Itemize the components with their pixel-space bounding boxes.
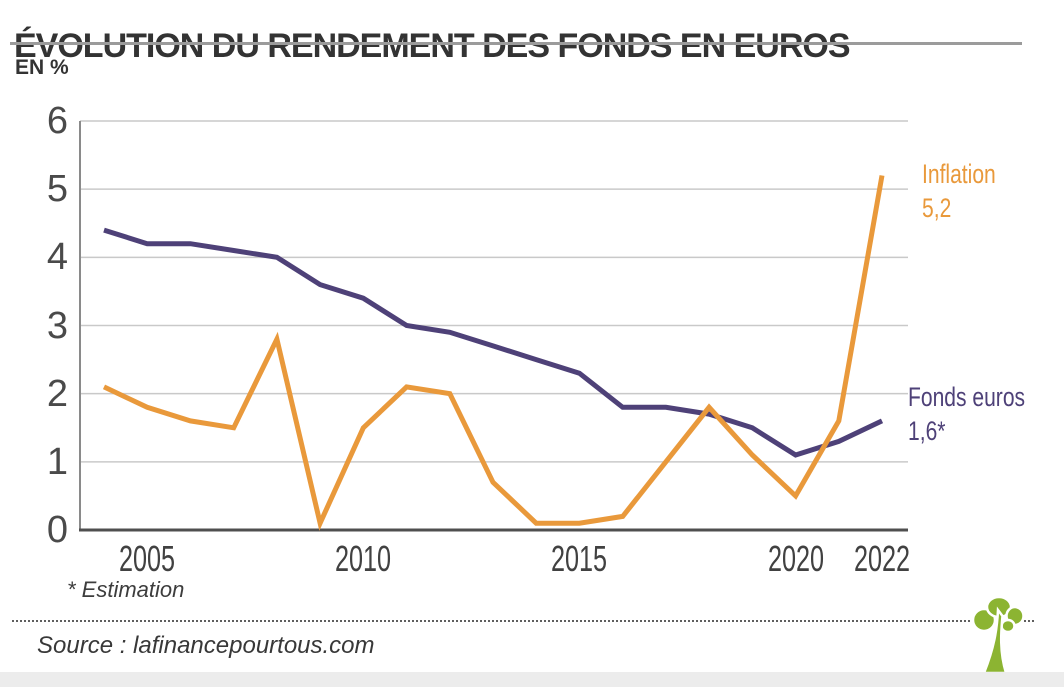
y-axis-tick-label: 4 [46, 236, 68, 279]
series-name-fonds-euros: Fonds euros [908, 382, 1026, 412]
page-title: ÉVOLUTION DU RENDEMENT DES FONDS EN EURO… [14, 26, 851, 65]
estimation-footnote: * Estimation [67, 577, 185, 602]
y-axis-tick-label: 1 [46, 440, 68, 483]
source-text: Source : lafinancepourtous.com [37, 632, 375, 659]
x-axis-tick-label: 2010 [335, 538, 392, 579]
series-end-label-inflation: Inflation 5,2 [922, 157, 996, 225]
tree-logo-icon [972, 596, 1024, 674]
y-axis-tick-label: 5 [46, 168, 68, 211]
title-underline [10, 42, 1022, 45]
y-axis-tick-label: 6 [46, 100, 68, 142]
y-axis-tick-label: 2 [46, 372, 68, 415]
axis-unit-label: EN % [15, 56, 69, 79]
x-axis-tick-label: 2015 [551, 538, 608, 579]
y-axis-tick-label: 0 [46, 509, 68, 551]
series-end-label-fonds-euros: Fonds euros 1,6* [908, 380, 1025, 448]
series-value-inflation: 5,2 [922, 193, 952, 223]
y-axis-tick-label: 3 [46, 304, 68, 347]
series-value-fonds-euros: 1,6* [908, 416, 946, 446]
x-axis-tick-label: 2020 [767, 538, 824, 579]
x-axis-tick-label: 2005 [119, 538, 176, 579]
series-name-inflation: Inflation [922, 159, 996, 189]
tree-foliage [1000, 618, 1016, 634]
plot-svg [79, 120, 908, 532]
series-line-inflation [102, 175, 885, 531]
series-line-fonds-euros [103, 227, 884, 458]
x-axis-tick-label: 2022 [853, 538, 911, 579]
bottom-strip [0, 672, 1064, 687]
footer-dotted-divider [12, 620, 1034, 622]
